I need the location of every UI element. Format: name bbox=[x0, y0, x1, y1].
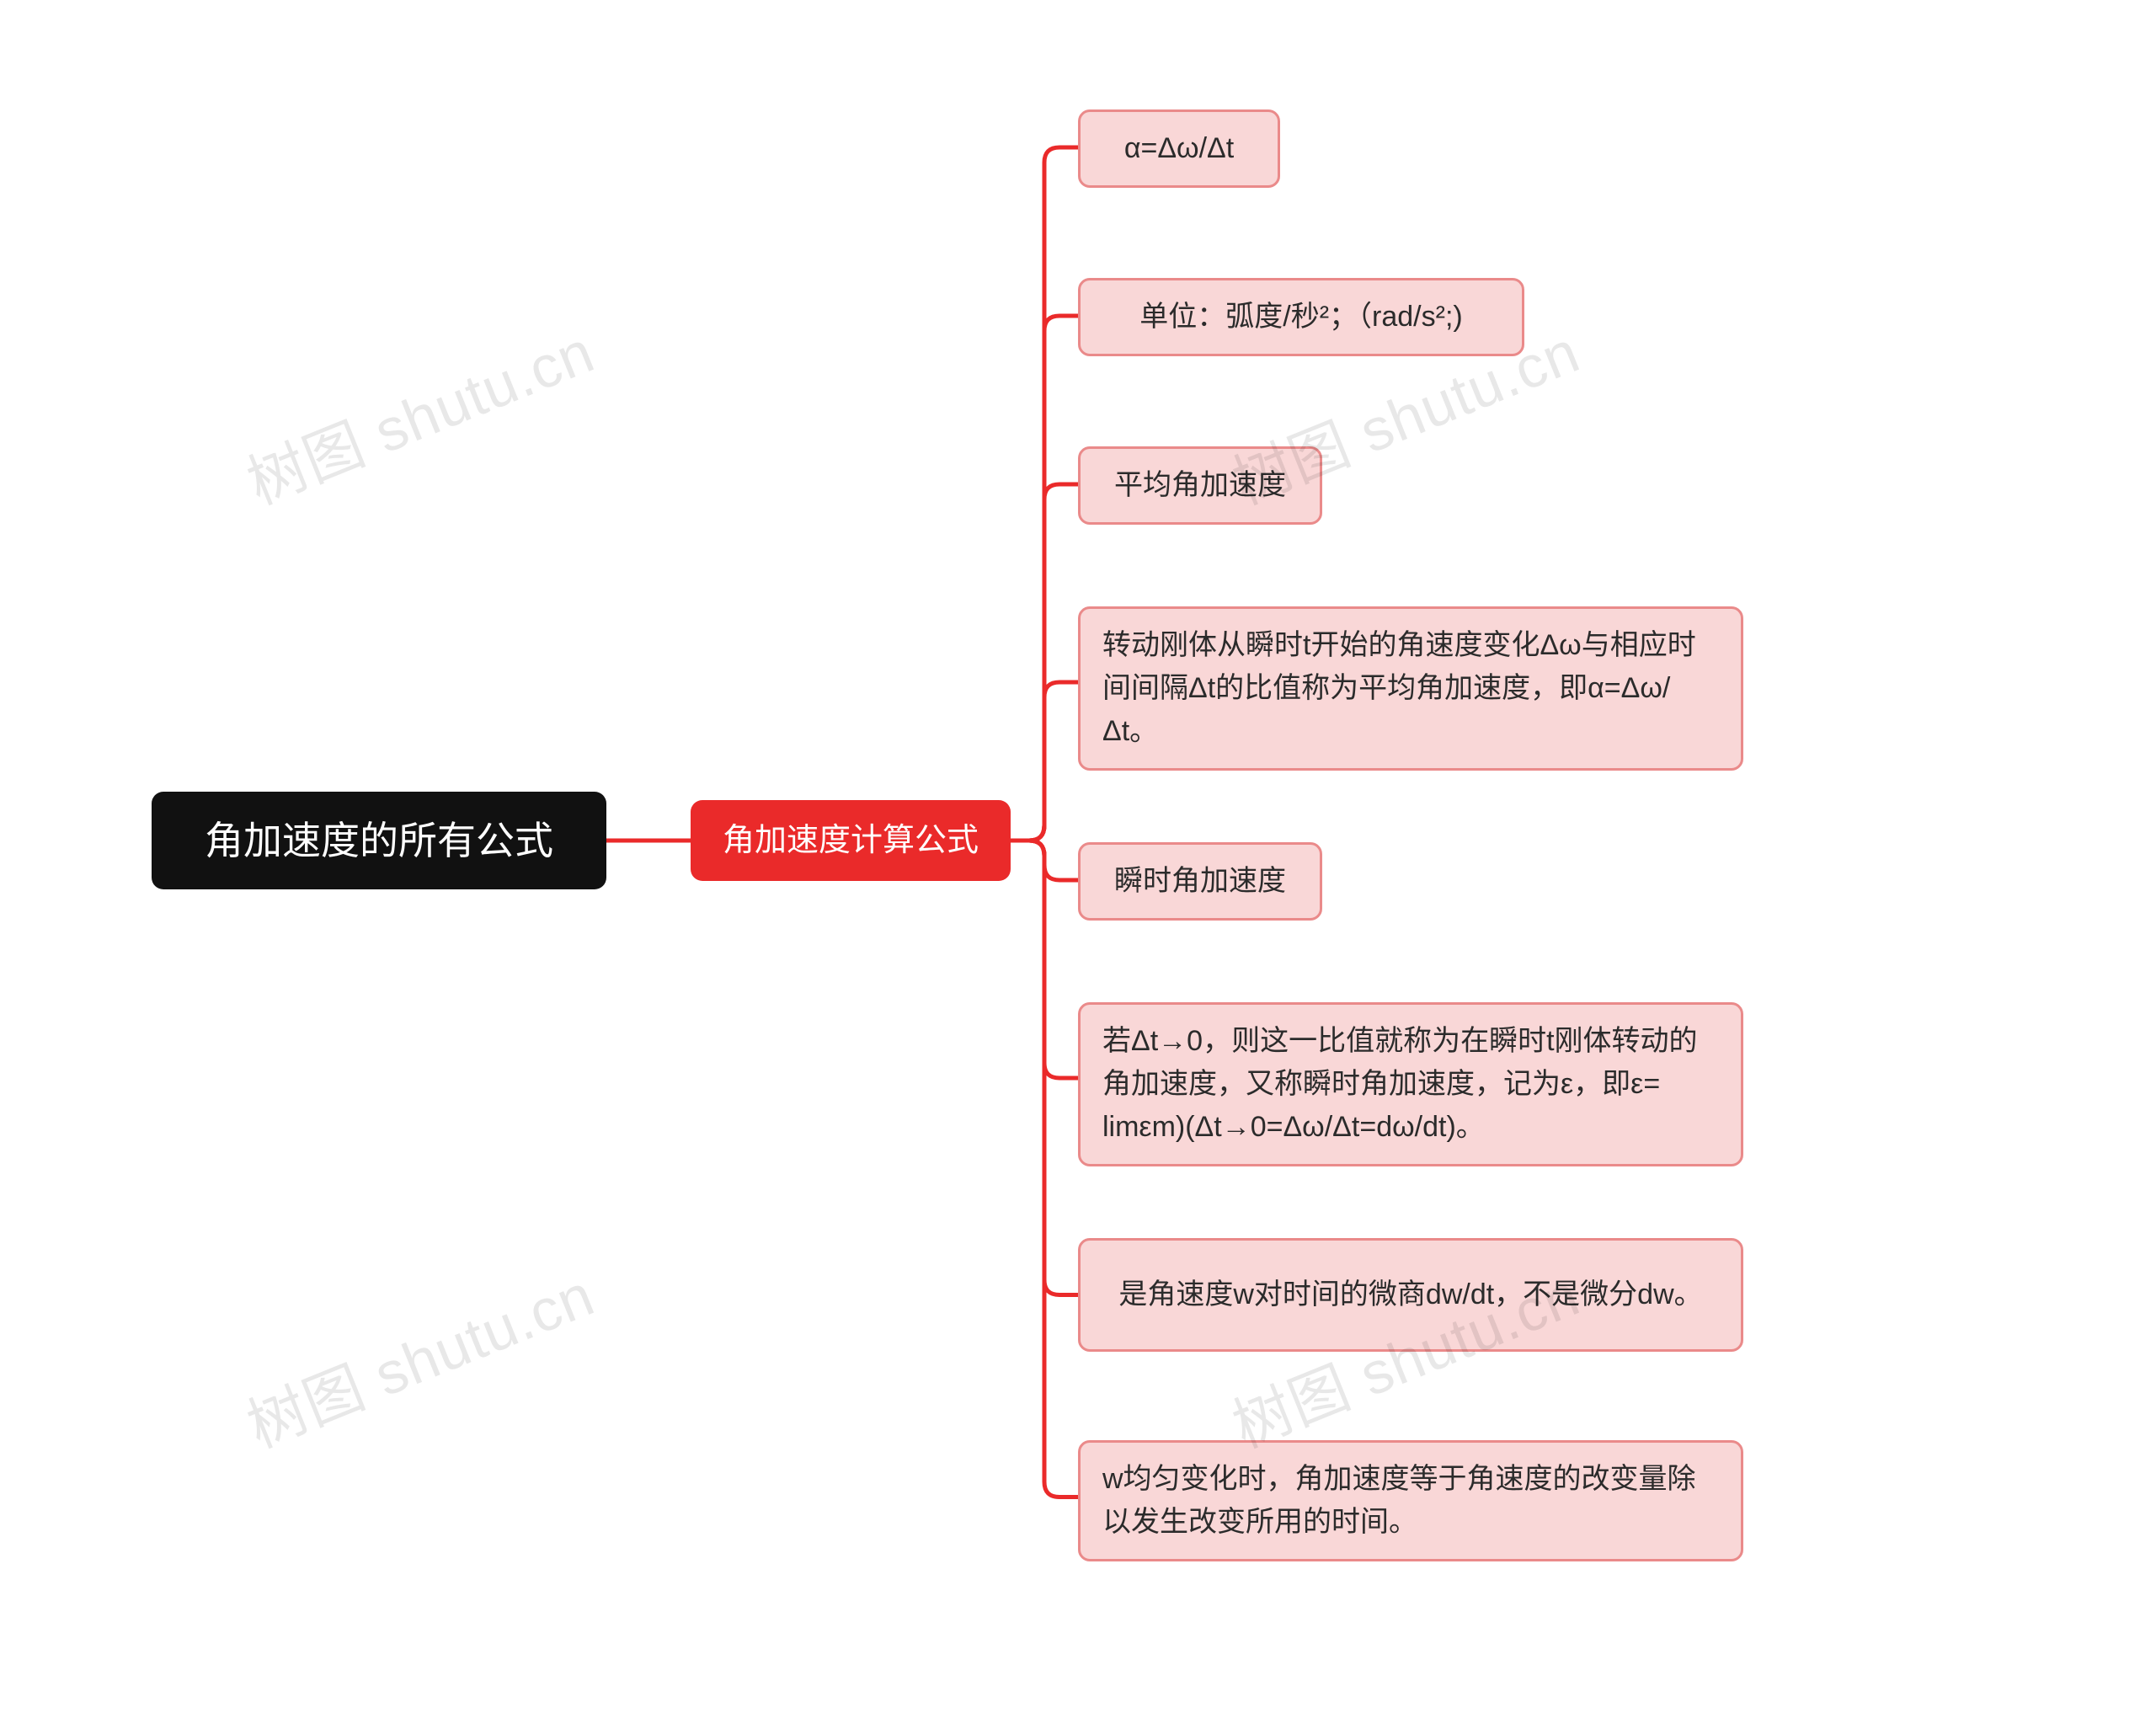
watermark-text: 树图 shutu.cn bbox=[233, 305, 605, 521]
root-node[interactable]: 角加速度的所有公式 bbox=[152, 792, 606, 889]
leaf-node[interactable]: 是角速度w对时间的微商dw/dt，不是微分dw。 bbox=[1078, 1238, 1743, 1352]
watermark-text: 树图 shutu.cn bbox=[233, 1248, 605, 1465]
leaf-node[interactable]: α=Δω/Δt bbox=[1078, 109, 1280, 188]
leaf-node[interactable]: 瞬时角加速度 bbox=[1078, 842, 1322, 921]
mindmap-canvas: 角加速度的所有公式 角加速度计算公式 α=Δω/Δt 单位：弧度/秒²；（rad/… bbox=[0, 0, 2156, 1724]
branch-node[interactable]: 角加速度计算公式 bbox=[691, 800, 1011, 881]
leaf-node[interactable]: 平均角加速度 bbox=[1078, 446, 1322, 525]
leaf-node[interactable]: w均匀变化时，角加速度等于角速度的改变量除以发生改变所用的时间。 bbox=[1078, 1440, 1743, 1561]
leaf-node[interactable]: 若Δt→0，则这一比值就称为在瞬时t刚体转动的角加速度，又称瞬时角加速度，记为ε… bbox=[1078, 1002, 1743, 1166]
leaf-node[interactable]: 单位：弧度/秒²；（rad/s²;) bbox=[1078, 278, 1524, 356]
leaf-node[interactable]: 转动刚体从瞬时t开始的角速度变化Δω与相应时间间隔Δt的比值称为平均角加速度，即… bbox=[1078, 606, 1743, 771]
